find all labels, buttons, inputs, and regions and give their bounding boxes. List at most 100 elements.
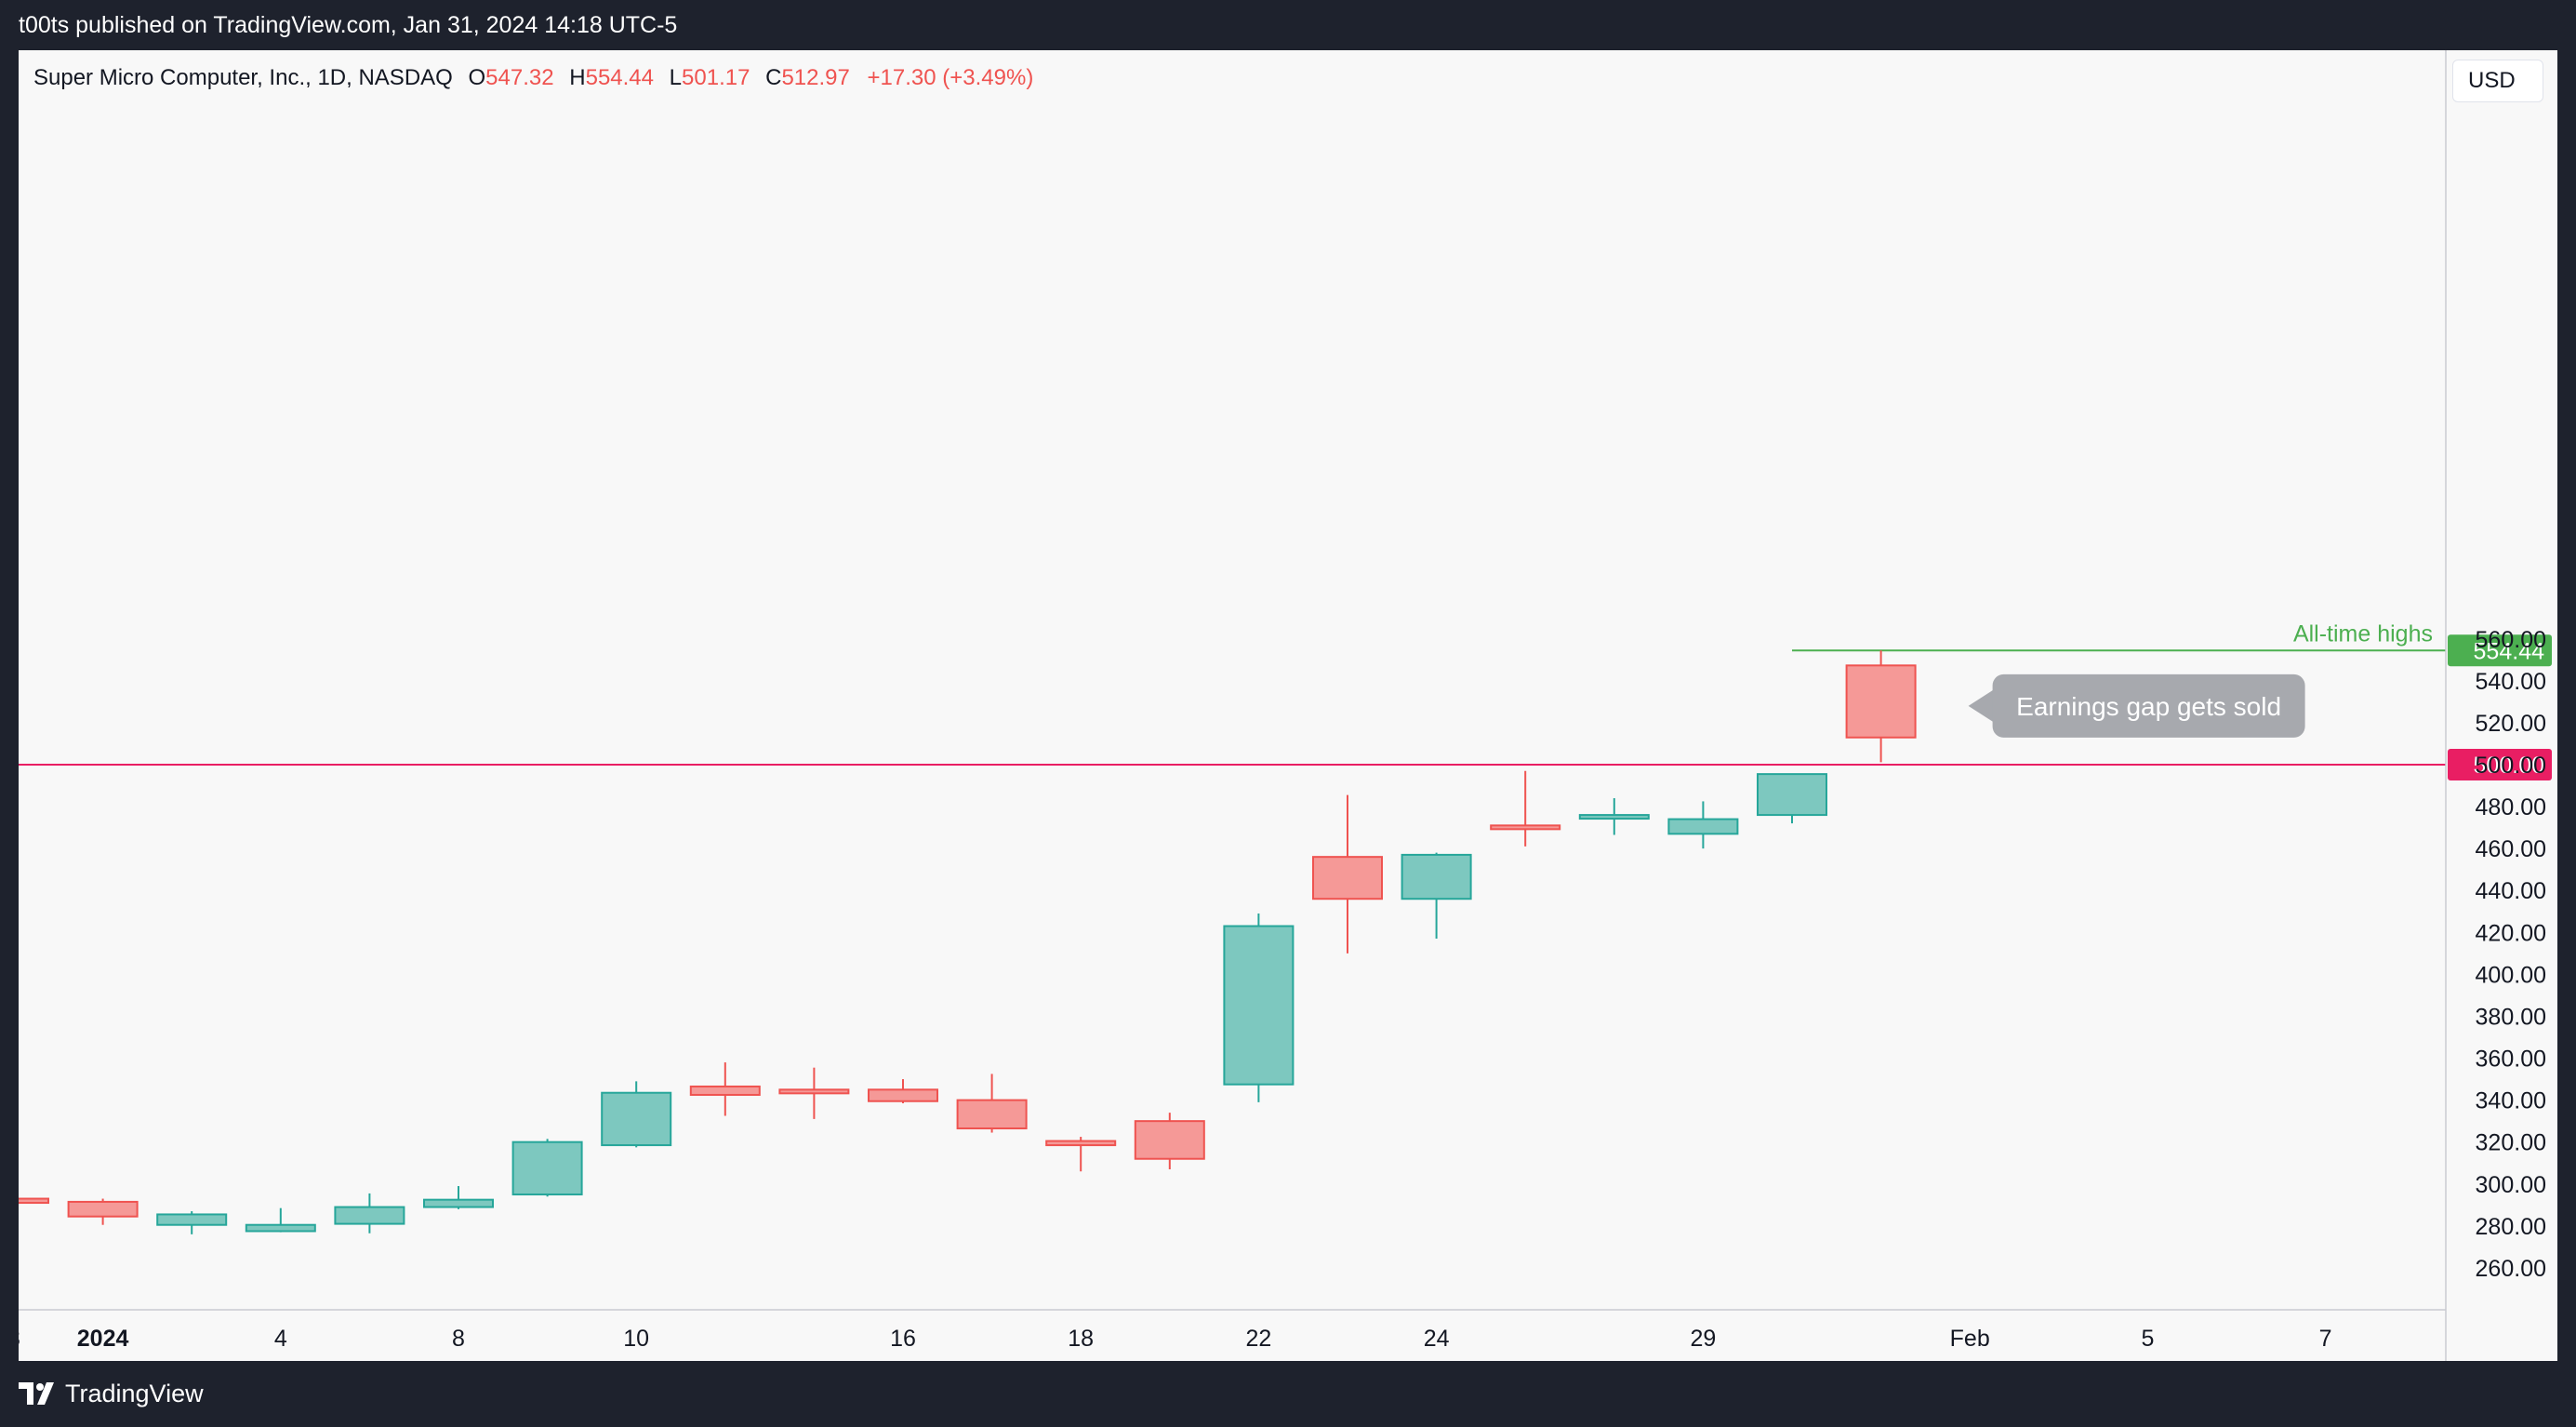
candle-body <box>1578 814 1650 820</box>
legend-high-label: H <box>569 65 586 90</box>
callout-box <box>1992 673 2305 738</box>
candle-body <box>1223 925 1295 1086</box>
y-tick-label: 440.00 <box>2476 878 2546 904</box>
candlestick-chart[interactable]: 500.00 All-time highs 554.44 Earnings gap g… <box>19 50 2557 1361</box>
candle[interactable] <box>1401 852 1472 940</box>
legend-high-value: 554.44 <box>585 65 654 90</box>
legend-close-value: 512.97 <box>781 65 850 90</box>
y-tick-label: 300.00 <box>2476 1172 2546 1198</box>
y-tick-label: 260.00 <box>2476 1256 2546 1282</box>
x-tick-label: 10 <box>623 1326 649 1352</box>
candle[interactable] <box>1845 650 1917 763</box>
legend-low-value: 501.17 <box>682 65 750 90</box>
x-tick-label: Feb <box>1950 1326 1990 1352</box>
candle-body <box>1490 824 1561 831</box>
candle[interactable] <box>956 1074 1028 1133</box>
callout-bubble[interactable]: Earnings gap gets sold <box>1968 673 2305 738</box>
x-tick-label: 29 <box>1690 1326 1716 1352</box>
legend-open-value: 547.32 <box>485 65 554 90</box>
callout-text: Earnings gap gets sold <box>2016 692 2281 721</box>
x-tick-label: 7 <box>2319 1326 2332 1352</box>
candle-body <box>423 1198 494 1208</box>
candle[interactable] <box>1578 798 1650 835</box>
x-tick-label: 16 <box>890 1326 916 1352</box>
y-tick-label: 540.00 <box>2476 669 2546 695</box>
y-tick-label: 480.00 <box>2476 794 2546 820</box>
candle[interactable] <box>1134 1113 1205 1169</box>
x-tick-label: 2024 <box>77 1326 129 1352</box>
candle-body <box>601 1091 672 1147</box>
y-tick-label: 400.00 <box>2476 962 2546 988</box>
y-tick-label: 280.00 <box>2476 1214 2546 1240</box>
tradingview-brand-text: TradingView <box>65 1380 204 1407</box>
ath-line-text: All-time highs <box>2293 620 2433 647</box>
candle-body <box>956 1099 1028 1130</box>
candle[interactable] <box>67 1198 139 1225</box>
x-tick-label: 18 <box>1068 1326 1094 1352</box>
candle-body <box>1401 853 1472 900</box>
y-tick-label: 380.00 <box>2476 1004 2546 1030</box>
candle-body <box>1312 856 1383 900</box>
tradingview-brand[interactable]: TradingView <box>19 1380 204 1408</box>
candle[interactable] <box>156 1211 228 1234</box>
candle[interactable] <box>1490 770 1561 847</box>
candle-body <box>689 1085 761 1096</box>
y-tick-label: 560.00 <box>2476 627 2546 653</box>
candle-body <box>334 1206 405 1225</box>
legend-symbol: Super Micro Computer, Inc., 1D, NASDAQ <box>33 65 453 90</box>
candle[interactable] <box>423 1186 494 1209</box>
y-tick-label: 320.00 <box>2476 1130 2546 1156</box>
legend-low-label: L <box>669 65 683 90</box>
y-tick-label: 520.00 <box>2476 711 2546 737</box>
y-tick-label: 360.00 <box>2476 1047 2546 1073</box>
candle-body <box>778 1088 850 1095</box>
y-tick-label: 420.00 <box>2476 920 2546 946</box>
candle[interactable] <box>1757 773 1827 824</box>
candle[interactable] <box>1667 801 1739 849</box>
candle[interactable] <box>1312 794 1383 954</box>
candle-body <box>868 1088 938 1102</box>
candle-body <box>1667 818 1739 835</box>
candle-body <box>156 1213 228 1226</box>
candle-body <box>1845 664 1917 739</box>
published-header: t00ts published on TradingView.com, Jan … <box>19 12 678 38</box>
candle[interactable] <box>601 1081 672 1148</box>
candle[interactable] <box>334 1193 405 1234</box>
x-tick-label: 4 <box>274 1326 287 1352</box>
candle[interactable] <box>778 1067 850 1119</box>
candle[interactable] <box>511 1139 583 1197</box>
candle-body <box>511 1140 583 1196</box>
candle[interactable] <box>868 1079 938 1103</box>
candle-body <box>245 1223 316 1233</box>
ath-price-tag <box>2448 634 2552 667</box>
candle[interactable] <box>19 1197 49 1205</box>
x-tick-label: 3 <box>19 1326 20 1352</box>
chart-panel[interactable]: 500.00 All-time highs 554.44 Earnings gap g… <box>19 50 2557 1361</box>
x-tick-label: 24 <box>1424 1326 1450 1352</box>
candle[interactable] <box>245 1207 316 1233</box>
level-line-price-tag <box>2448 748 2552 780</box>
candle-body <box>19 1197 49 1205</box>
currency-button[interactable]: USD <box>2452 60 2543 102</box>
candle[interactable] <box>1045 1137 1117 1172</box>
y-tick-label: 500.00 <box>2476 753 2546 779</box>
candle-body <box>67 1200 139 1218</box>
footer-bar: TradingView <box>0 1361 2576 1427</box>
chart-legend: Super Micro Computer, Inc., 1D, NASDAQ O… <box>33 65 1033 91</box>
x-tick-label: 8 <box>452 1326 465 1352</box>
candle-body <box>1757 773 1827 817</box>
y-tick-label: 340.00 <box>2476 1088 2546 1114</box>
candle[interactable] <box>1223 914 1295 1102</box>
candle[interactable] <box>689 1062 761 1116</box>
y-tick-label: 460.00 <box>2476 836 2546 862</box>
x-tick-label: 5 <box>2141 1326 2154 1352</box>
candle-body <box>1045 1140 1117 1147</box>
ath-price-label: 554.44 <box>2474 638 2545 664</box>
level-line-price-label: 500.00 <box>2474 753 2544 779</box>
candle-body <box>1134 1120 1205 1160</box>
legend-open-label: O <box>468 65 486 90</box>
callout-pointer <box>1968 688 1995 723</box>
x-tick-label: 22 <box>1245 1326 1271 1352</box>
legend-change: +17.30 (+3.49%) <box>867 65 1034 90</box>
